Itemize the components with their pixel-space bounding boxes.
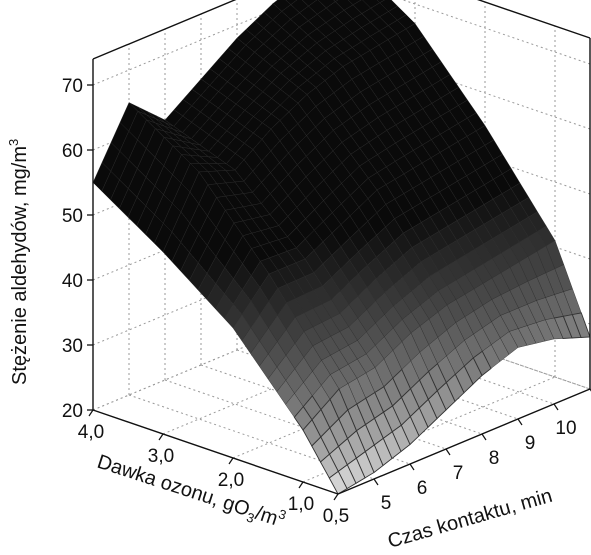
floor-grid-line [272,334,519,420]
z-tick-label: 50 [62,206,83,227]
x-axis-ticks: 4,0 3,0 2,0 1,0 0,5 [78,409,349,527]
z-tick-label: 40 [62,271,83,292]
x-tick-label: 4,0 [78,422,104,443]
x-tick-label: 0,5 [323,506,349,527]
x-tick-mark [228,457,234,465]
y-axis-label: Czas kontaktu, min [385,485,555,553]
z-tick-label: 20 [62,401,83,422]
z-axis-ticks: 20 30 40 50 60 70 [62,76,93,422]
y-tick-label: 8 [489,448,500,469]
y-tick-mark [553,403,559,411]
z-tick-label: 60 [62,141,83,162]
y-tick-label: 5 [381,493,392,514]
box-edge [92,0,237,60]
x-tick-mark [333,493,339,501]
y-tick-label: 7 [453,463,464,484]
floor-grid-line [344,304,591,390]
x-tick-label: 2,0 [218,470,244,491]
y-tick-mark [373,478,379,486]
x-tick-mark [158,433,164,441]
x-tick-mark [88,409,94,417]
y-tick-mark [445,448,451,456]
floor-grid-line [236,349,483,435]
x-axis-label: Dawka ozonu, gO3/m3 [94,448,289,535]
x-tick-label: 3,0 [148,446,174,467]
y-tick-label: 6 [417,478,428,499]
surface-patch [328,470,348,495]
grid-line-z [92,0,591,86]
axes-box [92,0,591,495]
y-tick-label: 10 [555,418,576,439]
z-tick-label: 70 [62,76,83,97]
surface-mesh [92,0,591,495]
y-tick-mark [409,463,415,471]
surface-patch [376,0,385,4]
surface-patch [333,0,339,2]
box-edge [337,388,591,495]
z-tick-label: 30 [62,336,83,357]
y-tick-mark [481,433,487,441]
y-tick-mark [517,418,523,426]
y-tick-label: 9 [525,433,536,454]
floor-grid-line [92,304,346,411]
box-edge [92,409,339,495]
x-tick-mark [298,481,304,489]
box-edge [477,0,591,39]
z-axis-label: Stężenie aldehydów, mg/m3 [6,139,31,385]
y-axis-ticks: 567891011 [373,388,591,514]
floor-grid-line [308,319,555,405]
x-tick-label: 1,0 [288,494,314,515]
